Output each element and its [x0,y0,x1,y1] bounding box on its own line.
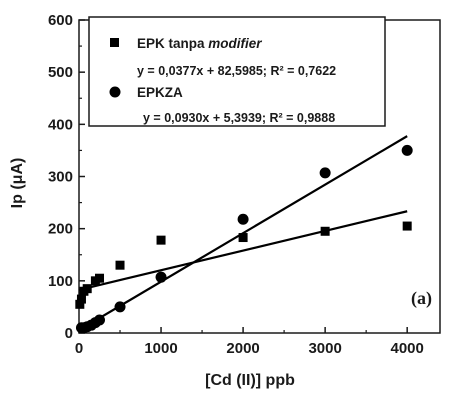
x-tick-label-0: 0 [75,340,83,357]
y-tick-label-600: 600 [48,12,73,29]
legend-label-epk-italic: modifier [208,36,262,51]
y-tick-label-400: 400 [48,116,73,133]
legend: EPK tanpa modifier y = 0,0377x + 82,5985… [88,16,386,127]
legend-equation-epkza: y = 0,0930x + 5,3939; R² = 0,9888 [143,111,335,125]
point-square-0 [75,299,85,309]
point-square-10 [402,221,412,231]
x-tick-label-1000: 1000 [144,340,177,357]
legend-marker-square [110,38,119,47]
point-square-6 [115,260,125,270]
y-tick-label-500: 500 [48,64,73,81]
point-circle-9 [319,167,331,179]
x-tick-label-2000: 2000 [226,340,259,357]
x-tick-label-3000: 3000 [308,340,341,357]
y-tick-label-0: 0 [65,325,73,342]
point-circle-8 [237,213,249,225]
x-axis-title: [Cd (II)] ppb [205,372,295,389]
data-points [75,144,413,334]
point-circle-6 [114,301,126,313]
point-square-7 [156,235,166,245]
legend-box [88,16,386,127]
x-tick-label-4000: 4000 [390,340,423,357]
point-square-8 [238,233,248,243]
legend-marker-circle [109,86,121,98]
legend-label-epk: EPK tanpa modifier [137,36,262,51]
panel-label: (a) [411,288,432,309]
point-square-1 [76,294,86,304]
legend-label-epkza: EPKZA [137,85,183,100]
point-square-3 [82,284,92,294]
axes: 0 1000 2000 3000 4000 0 100 200 300 400 500 600 [48,12,441,357]
point-square-5 [95,273,105,283]
y-tick-label-200: 200 [48,221,73,238]
fit-line-series-0 [78,210,408,291]
point-circle-7 [155,271,167,283]
point-circle-5 [94,314,106,326]
legend-equation-epk: y = 0,0377x + 82,5985; R² = 0,7622 [137,64,336,78]
point-square-9 [320,226,330,236]
point-circle-10 [401,144,413,156]
legend-label-epk-main: EPK tanpa [137,36,208,51]
y-tick-label-300: 300 [48,169,73,186]
y-tick-label-100: 100 [48,273,73,290]
y-axis-title: Ip (μA) [9,158,26,209]
